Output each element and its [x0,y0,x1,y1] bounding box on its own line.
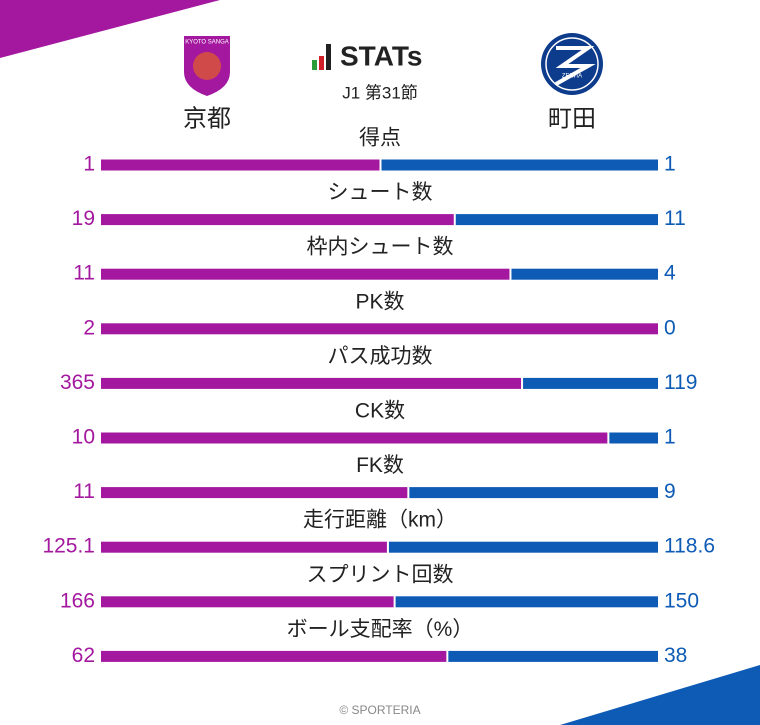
home-bar [101,323,658,335]
away-bar [388,541,658,553]
home-value: 1 [83,153,95,176]
team-name: 京都 [183,105,231,132]
home-bar [101,159,380,171]
away-value: 1 [664,426,676,449]
away-value: 1 [664,153,676,176]
home-value: 2 [83,316,95,339]
stat-label: CK数 [355,400,405,423]
away-logo: ZELVIA [541,33,603,95]
stat-label: スプリント回数 [307,563,454,586]
away-value: 38 [664,644,687,667]
away-bar [455,214,658,226]
stat-label: ボール支配率（%） [287,618,474,641]
home-value: 166 [60,589,95,612]
away-bar [381,159,658,171]
subtitle: J1 第31節 [342,83,418,102]
away-bar [609,432,658,444]
stat-label: 得点 [359,127,401,150]
away-bar [523,377,658,389]
home-value: 11 [73,480,95,503]
away-value: 4 [664,262,676,285]
home-bar [101,487,408,499]
away-value: 119 [664,371,697,394]
away-bar [511,268,658,280]
home-value: 19 [72,207,95,230]
team-name: 町田 [548,105,596,132]
stat-label: シュート数 [328,181,433,204]
stat-label: PK数 [355,290,404,313]
stat-label: パス成功数 [328,345,433,368]
home-bar [101,432,608,444]
away-value: 11 [664,207,686,230]
home-bar [101,596,394,608]
stat-label: 走行距離（km） [303,509,457,532]
away-bar [409,487,658,499]
home-value: 62 [72,644,95,667]
stat-label: 枠内シュート数 [307,236,454,259]
away-bar [448,650,658,662]
stat-label: FK数 [356,454,404,477]
home-value: 10 [72,426,95,449]
home-value: 11 [73,262,95,285]
corner-decoration [560,665,760,725]
logo-text: ZELVIA [562,74,582,80]
away-value: 150 [664,589,699,612]
home-bar [101,214,454,226]
home-value: 125.1 [42,535,95,558]
home-value: 365 [60,371,95,394]
home-bar [101,268,510,280]
away-value: 118.6 [664,535,715,558]
away-value: 9 [664,480,676,503]
away-value: 0 [664,316,676,339]
home-logo: KYOTO SANGA [184,36,230,96]
home-bar [101,377,522,389]
home-bar [101,650,447,662]
logo-text: KYOTO SANGA [185,40,229,46]
title-icon [312,44,331,70]
away-bar [395,596,658,608]
title: STATs [340,40,422,71]
home-bar [101,541,387,553]
footer: © SPORTERIA [339,703,420,717]
corner-decoration [0,0,220,58]
